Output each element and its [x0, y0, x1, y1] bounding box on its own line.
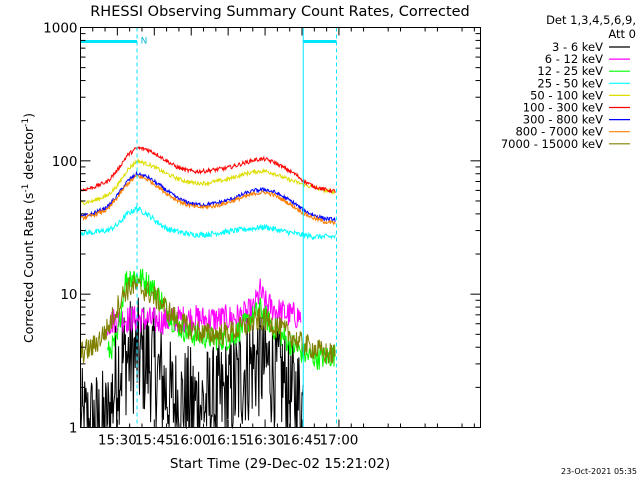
y-axis-label-end: ) — [21, 113, 36, 118]
night-marker-label: N — [141, 37, 148, 47]
legend-entry-label: 100 - 300 keV — [523, 101, 603, 115]
y-axis-label: Corrected Count Rate (s-1 detector-1) — [21, 113, 36, 343]
series-line-2 — [107, 278, 302, 336]
y-tick-label: 10 — [60, 287, 77, 303]
series-line-9 — [79, 275, 336, 364]
y-tick-label: 100 — [52, 154, 78, 170]
series-line-5 — [79, 158, 336, 206]
x-tick-label: 16:00 — [172, 433, 211, 449]
legend-header-line1: Det 1,3,4,5,6,9, — [546, 13, 636, 27]
y-axis: 1000 100 10 1 — [43, 21, 481, 437]
x-tick-label: 15:30 — [98, 433, 137, 449]
x-tick-label: 16:30 — [246, 433, 285, 449]
series-line-6 — [79, 145, 336, 194]
series-line-8 — [79, 174, 336, 226]
legend-header-line2: Att 0 — [608, 27, 636, 41]
legend-entry-label: 7000 - 15000 keV — [501, 137, 603, 151]
y-axis-label-mid: detector — [21, 126, 36, 184]
x-tick-label: 17:00 — [319, 433, 358, 449]
legend-entry-label: 6 - 12 keV — [545, 52, 603, 66]
y-axis-label-main: Corrected Count Rate (s — [21, 193, 36, 343]
x-tick-label: 16:45 — [283, 433, 322, 449]
timestamp: 23-Oct-2021 05:35 — [561, 467, 637, 476]
chart-title: RHESSI Observing Summary Count Rates, Co… — [90, 4, 470, 20]
series-line-1 — [79, 297, 304, 430]
plot-frame — [80, 27, 481, 428]
legend-entry-label: 12 - 25 keV — [537, 64, 603, 78]
x-tick-label: 15:45 — [135, 433, 174, 449]
y-axis-label-sup2: -1 — [21, 118, 31, 127]
series-line-4 — [79, 205, 336, 241]
series-layer — [79, 145, 336, 430]
series-line-7 — [80, 170, 336, 223]
legend-entry-label: 800 - 7000 keV — [515, 125, 603, 139]
legend-entry-label: 25 - 50 keV — [537, 76, 603, 90]
x-tick-label: 16:15 — [209, 433, 248, 449]
legend-entry-label: 300 - 800 keV — [523, 113, 603, 127]
y-tick-label: 1000 — [43, 21, 77, 37]
x-axis-label: Start Time (29-Dec-02 15:21:02) — [170, 456, 390, 472]
legend-entry-label: 50 - 100 keV — [530, 88, 603, 102]
y-axis-label-sup1: -1 — [21, 184, 31, 193]
y-tick-label: 1 — [69, 421, 78, 437]
legend-entry-label: 3 - 6 keV — [552, 40, 603, 54]
